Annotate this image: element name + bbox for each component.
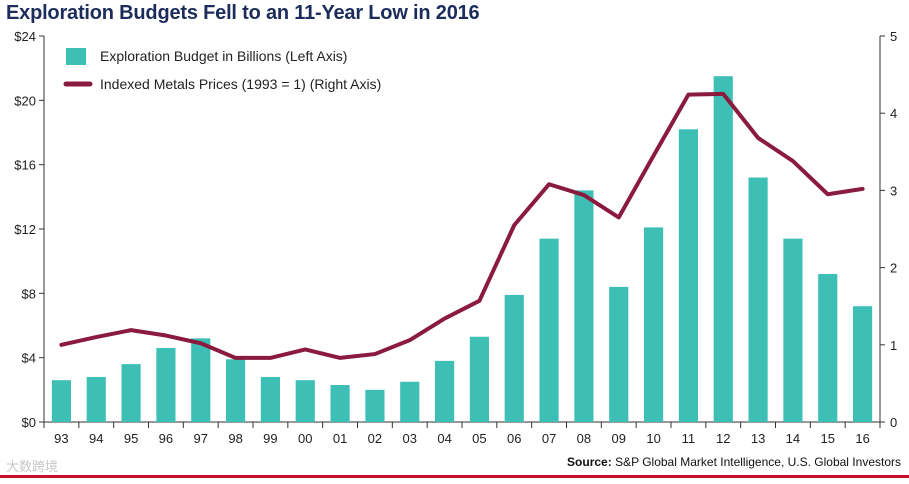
bar (435, 360, 455, 422)
x-axis-tick-label: 93 (54, 431, 68, 446)
bar (539, 238, 559, 422)
metals-price-line (59, 91, 865, 360)
legend-label-line: Indexed Metals Prices (1993 = 1) (Right … (100, 76, 381, 92)
bar (574, 190, 594, 422)
x-axis-tick-label: 14 (786, 431, 800, 446)
x-axis-tick-label: 96 (159, 431, 173, 446)
x-axis-tick-label: 00 (298, 431, 312, 446)
right-axis-tick-label: 1 (890, 338, 897, 353)
bar (121, 364, 141, 422)
right-axis-tick-label: 3 (890, 183, 897, 198)
x-axis-tick-label: 01 (333, 431, 347, 446)
bar (295, 380, 315, 422)
source-label: Source: (567, 455, 612, 469)
bar (365, 389, 385, 422)
x-axis-tick-label: 97 (194, 431, 208, 446)
source-text: S&P Global Market Intelligence, U.S. Glo… (615, 455, 901, 469)
x-axis-tick-label: 10 (646, 431, 660, 446)
right-axis-tick-label: 4 (890, 106, 897, 121)
bottom-rule (0, 475, 909, 478)
watermark: 大数跨境 (6, 459, 59, 474)
legend-label-bar: Exploration Budget in Billions (Left Axi… (100, 48, 347, 64)
legend-swatch-bar (66, 48, 86, 65)
bar (330, 385, 350, 422)
left-axis-tick-label: $0 (22, 415, 36, 430)
bar (156, 348, 176, 422)
bar (86, 376, 106, 422)
left-axis-tick-label: $12 (14, 222, 36, 237)
x-axis-tick-label: 98 (228, 431, 242, 446)
left-axis-tick-label: $4 (22, 351, 36, 366)
right-axis-tick-label: 2 (890, 261, 897, 276)
bar (226, 359, 246, 422)
x-axis-tick-label: 06 (507, 431, 521, 446)
bar (853, 306, 873, 422)
bar (713, 76, 733, 422)
bar (260, 376, 280, 422)
x-axis-tick-label: 16 (855, 431, 869, 446)
bar (400, 381, 420, 422)
x-axis-tick-label: 04 (437, 431, 451, 446)
x-axis-tick-label: 15 (821, 431, 835, 446)
x-axis-tick-label: 09 (612, 431, 626, 446)
bar (678, 129, 698, 423)
x-axis-tick-label: 08 (577, 431, 591, 446)
x-axis-tick-label: 07 (542, 431, 556, 446)
x-axis-tick-label: 95 (124, 431, 138, 446)
bar (469, 336, 489, 422)
left-axis-tick-label: $8 (22, 286, 36, 301)
x-axis-tick-label: 05 (472, 431, 486, 446)
x-axis-tick-label: 02 (368, 431, 382, 446)
x-axis-tick-label: 12 (716, 431, 730, 446)
bar (51, 380, 71, 422)
right-axis-tick-label: 0 (890, 415, 897, 430)
x-axis-tick-label: 94 (89, 431, 103, 446)
legend: Exploration Budget in Billions (Left Axi… (63, 48, 381, 92)
bar (818, 274, 838, 422)
left-axis-tick-label: $16 (14, 158, 36, 173)
bar (191, 338, 211, 422)
bar (783, 238, 803, 422)
source-note: Source: S&P Global Market Intelligence, … (567, 455, 901, 469)
x-axis-tick-label: 13 (751, 431, 765, 446)
left-axis-tick-label: $20 (14, 93, 36, 108)
bar (504, 294, 524, 422)
bar (644, 227, 664, 422)
bar (609, 286, 629, 422)
left-axis-tick-label: $24 (14, 29, 36, 44)
chart-title: Exploration Budgets Fell to an 11-Year L… (6, 2, 480, 24)
x-axis-tick-label: 11 (682, 431, 696, 446)
x-axis-tick-label: 03 (403, 431, 417, 446)
bar (748, 177, 768, 422)
x-axis-tick-label: 99 (263, 431, 277, 446)
right-axis-tick-label: 5 (890, 29, 897, 44)
